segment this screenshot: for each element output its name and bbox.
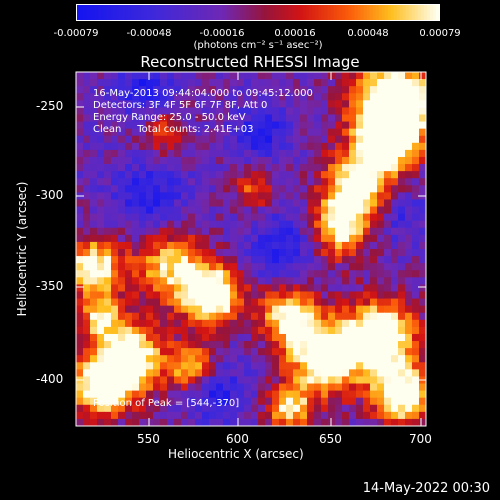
x-axis-title: Heliocentric X (arcsec) — [168, 447, 304, 461]
clean-counts-line: Clean Total counts: 2.41E+03 — [93, 124, 254, 135]
y-axis-title: Heliocentric Y (arcsec) — [15, 181, 29, 317]
colorbar-tick-label: -0.00079 — [53, 28, 99, 39]
x-tick-label: 650 — [319, 432, 342, 446]
energy-range-line: Energy Range: 25.0 - 50.0 keV — [93, 112, 246, 123]
colorbar — [76, 4, 440, 21]
x-tick-label: 700 — [409, 432, 432, 446]
y-tick-label: -300 — [36, 188, 64, 202]
colorbar-unit-label: (photons cm⁻² s⁻¹ asec⁻²) — [193, 40, 323, 51]
x-tick-label: 550 — [137, 432, 160, 446]
x-tick-label: 600 — [226, 432, 249, 446]
y-tick-label: -250 — [36, 99, 64, 113]
colorbar-tick-label: -0.00048 — [126, 28, 172, 39]
detectors-info-line: Detectors: 3F 4F 5F 6F 7F 8F, Att 0 — [93, 100, 268, 111]
y-tick-label: -400 — [36, 372, 64, 386]
colorbar-tick-label: 0.00016 — [274, 28, 316, 39]
observation-info-line: 16-May-2013 09:44:04.000 to 09:45:12.000 — [93, 88, 313, 99]
image-plot: 16-May-2013 09:44:04.000 to 09:45:12.000… — [76, 72, 426, 426]
plot-title: Reconstructed RHESSI Image — [140, 53, 360, 71]
footer-timestamp: 14-May-2022 00:30 — [362, 481, 490, 496]
colorbar-tick-label: -0.00016 — [199, 28, 245, 39]
colorbar-gradient — [77, 5, 440, 20]
colorbar-tick-label: 0.00048 — [347, 28, 389, 39]
peak-position-label: Position of Peak = [544,-370] — [93, 398, 240, 409]
y-tick-label: -350 — [36, 279, 64, 293]
colorbar-tick-label: 0.00079 — [419, 28, 461, 39]
